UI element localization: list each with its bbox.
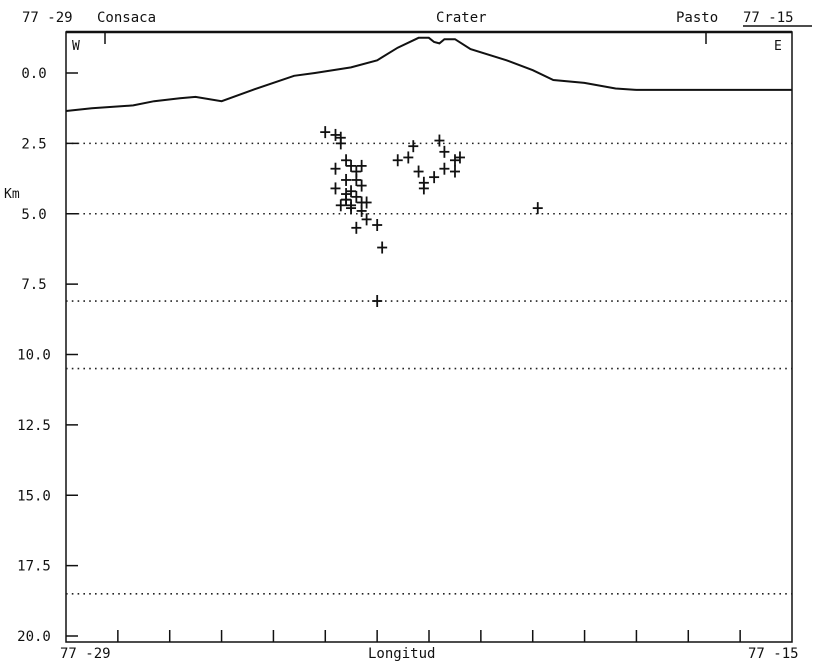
hypocenter-marker bbox=[346, 159, 357, 172]
hypocenter-marker bbox=[356, 179, 367, 192]
hypocenter-marker bbox=[330, 182, 341, 195]
y-tick-label: 12.5 bbox=[17, 418, 51, 434]
hypocenter-marker bbox=[449, 165, 460, 178]
hypocenter-marker bbox=[330, 162, 341, 175]
y-axis-label: Km bbox=[4, 187, 20, 202]
hypocenter-marker bbox=[434, 134, 445, 147]
depth-reference-lines bbox=[66, 142, 792, 595]
corner-label-east: E bbox=[774, 39, 782, 54]
hypocenter-markers bbox=[320, 126, 543, 308]
hypocenter-marker bbox=[439, 162, 450, 175]
y-tick-label: 2.5 bbox=[21, 136, 46, 152]
top-left-coordinate: 77 -29 bbox=[22, 10, 73, 26]
hypocenter-marker bbox=[351, 173, 362, 186]
hypocenter-marker bbox=[335, 137, 346, 150]
y-tick-label: 5.0 bbox=[21, 207, 46, 223]
hypocenter-marker bbox=[335, 199, 346, 212]
y-tick-label: 10.0 bbox=[17, 348, 51, 364]
hypocenter-marker bbox=[320, 126, 331, 139]
hypocenter-marker bbox=[356, 159, 367, 172]
hypocenter-marker bbox=[361, 213, 372, 226]
hypocenter-marker bbox=[429, 171, 440, 184]
y-tick-label: 15.0 bbox=[17, 488, 51, 504]
hypocenter-marker bbox=[356, 196, 367, 209]
place-label-consaca: Consaca bbox=[97, 10, 156, 26]
y-tick-label: 17.5 bbox=[17, 559, 51, 575]
hypocenter-marker bbox=[392, 154, 403, 167]
hypocenter-marker bbox=[377, 241, 388, 254]
y-tick-label: 0.0 bbox=[21, 66, 46, 82]
bottom-right-coordinate: 77 -15 bbox=[748, 646, 799, 662]
x-axis-label: Longitud bbox=[368, 646, 435, 662]
hypocenter-marker bbox=[346, 185, 357, 198]
hypocenter-marker bbox=[351, 190, 362, 203]
y-tick-label: 7.5 bbox=[21, 277, 46, 293]
hypocenter-marker bbox=[372, 219, 383, 232]
hypocenter-marker bbox=[418, 176, 429, 189]
plot-frame bbox=[65, 31, 793, 643]
hypocenter-marker bbox=[341, 154, 352, 167]
corner-label-west: W bbox=[72, 39, 80, 54]
place-label-pasto: Pasto bbox=[676, 10, 718, 26]
hypocenter-marker bbox=[439, 145, 450, 158]
hypocenter-marker bbox=[330, 128, 341, 141]
hypocenter-marker bbox=[403, 151, 414, 164]
y-axis-ticks: 0.0 2.5 5.0 7.5 10.0 12.5 15.0 17.5 20.0 bbox=[17, 66, 78, 645]
hypocenter-marker bbox=[341, 173, 352, 186]
bottom-left-coordinate: 77 -29 bbox=[60, 646, 111, 662]
top-right-coordinate: 77 -15 bbox=[743, 10, 794, 26]
hypocenter-marker bbox=[372, 295, 383, 308]
hypocenter-marker bbox=[346, 199, 357, 212]
hypocenter-marker bbox=[351, 221, 362, 234]
hypocenter-marker bbox=[532, 202, 543, 215]
place-label-crater: Crater bbox=[436, 10, 487, 26]
hypocenter-marker bbox=[408, 140, 419, 153]
topography-profile bbox=[65, 36, 792, 112]
hypocenter-marker bbox=[454, 151, 465, 164]
y-tick-label: 20.0 bbox=[17, 629, 51, 645]
hypocenter-marker bbox=[449, 154, 460, 167]
hypocenter-marker bbox=[413, 165, 424, 178]
x-axis-ticks bbox=[104, 32, 741, 642]
hypocenter-marker bbox=[341, 188, 352, 201]
